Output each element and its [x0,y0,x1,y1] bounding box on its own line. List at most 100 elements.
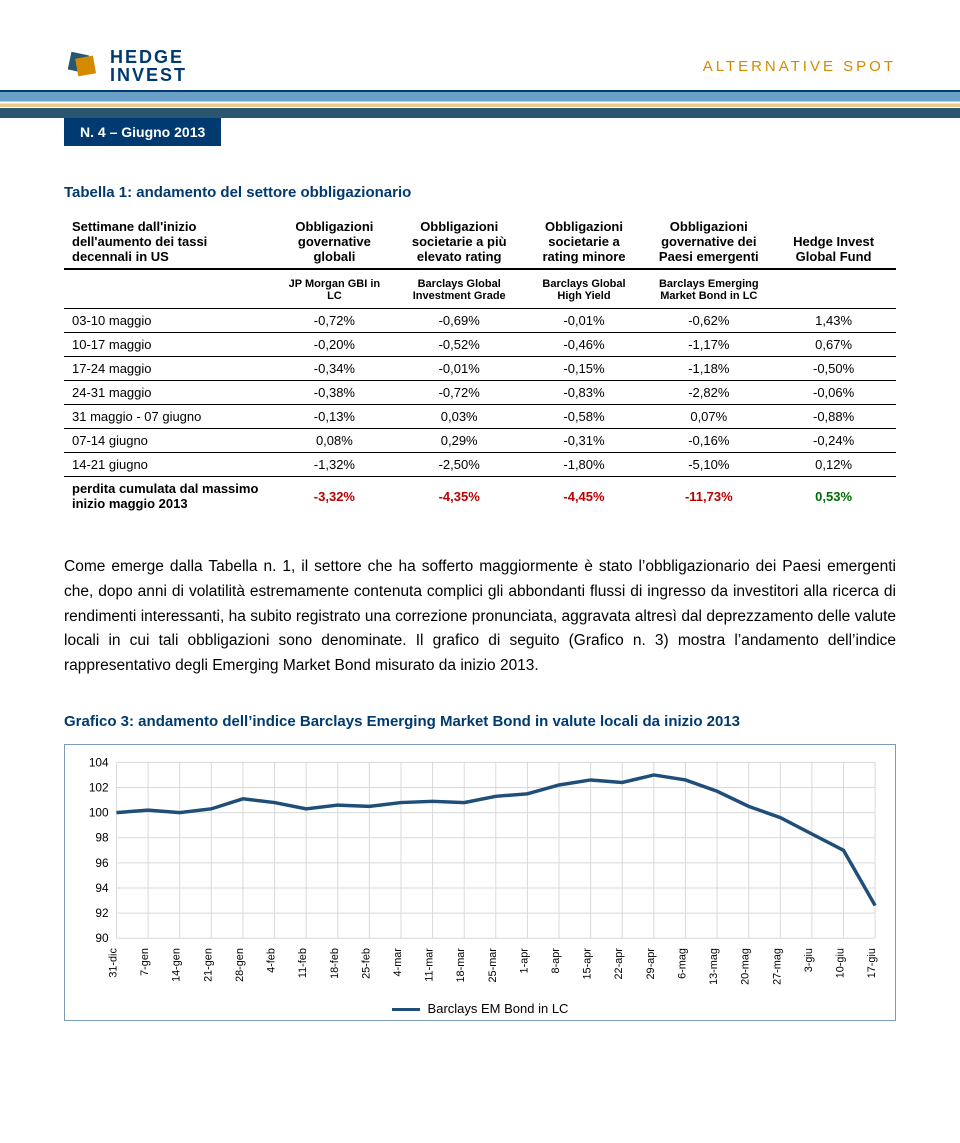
svg-text:98: 98 [95,831,109,845]
column-header: Obbligazioni societarie a rating minore [522,215,647,269]
svg-text:92: 92 [95,906,108,920]
cell: -0,01% [522,309,647,333]
column-header: Obbligazioni governative globali [272,215,397,269]
summary-cell: -11,73% [646,477,771,516]
row-label: 24-31 maggio [64,381,272,405]
table-row: 07-14 giugno0,08%0,29%-0,31%-0,16%-0,24% [64,429,896,453]
svg-text:27-mag: 27-mag [771,948,783,985]
cell: -0,50% [771,357,896,381]
svg-text:29-apr: 29-apr [645,948,657,980]
column-header: Obbligazioni societarie a più elevato ra… [397,215,522,269]
cell: -0,46% [522,333,647,357]
svg-text:11-feb: 11-feb [297,948,309,978]
line-chart: 909294969810010210431-dic7-gen14-gen21-g… [75,755,885,995]
column-subheader [771,269,896,309]
cell: -1,18% [646,357,771,381]
table-summary-row: perdita cumulata dal massimo inizio magg… [64,477,896,516]
document-header: HEDGE INVEST ALTERNATIVE SPOT [64,48,896,84]
cell: -0,16% [646,429,771,453]
logo-text-bottom: INVEST [110,66,187,84]
column-subheader: Barclays Global High Yield [522,269,647,309]
cell: 0,12% [771,453,896,477]
cell: -1,17% [646,333,771,357]
svg-text:20-mag: 20-mag [740,948,752,985]
svg-text:100: 100 [89,806,109,820]
svg-text:22-apr: 22-apr [613,948,625,980]
svg-text:96: 96 [95,856,109,870]
tagline: ALTERNATIVE SPOT [703,58,896,75]
cell: -5,10% [646,453,771,477]
row-label: 03-10 maggio [64,309,272,333]
svg-text:102: 102 [89,780,109,794]
logo-text-top: HEDGE [110,48,187,66]
table-row: 14-21 giugno-1,32%-2,50%-1,80%-5,10%0,12… [64,453,896,477]
logo-icon [64,48,100,84]
svg-text:4-mar: 4-mar [392,948,404,977]
cell: -0,88% [771,405,896,429]
logo: HEDGE INVEST [64,48,187,84]
cell: -2,50% [397,453,522,477]
svg-text:6-mag: 6-mag [676,948,688,979]
cell: 0,03% [397,405,522,429]
chart-title: Grafico 3: andamento dell’indice Barclay… [64,713,896,730]
svg-text:14-gen: 14-gen [171,948,183,982]
svg-text:1-apr: 1-apr [518,948,530,974]
cell: -0,24% [771,429,896,453]
cell: 0,08% [272,429,397,453]
cell: -0,34% [272,357,397,381]
cell: 1,43% [771,309,896,333]
cell: -0,72% [397,381,522,405]
cell: -0,83% [522,381,647,405]
svg-text:25-mar: 25-mar [487,948,499,983]
issue-label: N. 4 – Giugno 2013 [64,118,221,146]
table-row: 03-10 maggio-0,72%-0,69%-0,01%-0,62%1,43… [64,309,896,333]
svg-text:31-dic: 31-dic [107,948,119,978]
data-table: Settimane dall'inizio dell'aumento dei t… [64,215,896,515]
svg-text:104: 104 [89,755,109,769]
cell: -0,58% [522,405,647,429]
row-label: 07-14 giugno [64,429,272,453]
table-row: 17-24 maggio-0,34%-0,01%-0,15%-1,18%-0,5… [64,357,896,381]
svg-text:90: 90 [95,931,109,945]
row-label: 31 maggio - 07 giugno [64,405,272,429]
cell: -0,01% [397,357,522,381]
chart-container: 909294969810010210431-dic7-gen14-gen21-g… [64,744,896,1021]
svg-text:15-apr: 15-apr [582,948,594,980]
svg-text:18-mar: 18-mar [455,948,467,983]
cell: -2,82% [646,381,771,405]
svg-text:7-gen: 7-gen [139,948,151,976]
cell: -0,62% [646,309,771,333]
summary-cell: -4,45% [522,477,647,516]
svg-text:17-giu: 17-giu [866,948,878,978]
cell: -0,72% [272,309,397,333]
header-bands [0,90,960,118]
chart-legend: Barclays EM Bond in LC [75,995,885,1016]
svg-text:21-gen: 21-gen [202,948,214,982]
column-header: Settimane dall'inizio dell'aumento dei t… [64,215,272,269]
cell: 0,07% [646,405,771,429]
svg-text:25-feb: 25-feb [360,948,372,979]
cell: 0,29% [397,429,522,453]
svg-text:18-feb: 18-feb [329,948,341,979]
cell: -0,69% [397,309,522,333]
summary-cell: -4,35% [397,477,522,516]
cell: -1,80% [522,453,647,477]
svg-text:13-mag: 13-mag [708,948,720,985]
table-row: 24-31 maggio-0,38%-0,72%-0,83%-2,82%-0,0… [64,381,896,405]
svg-text:3-giu: 3-giu [803,948,815,972]
table-row: 10-17 maggio-0,20%-0,52%-0,46%-1,17%0,67… [64,333,896,357]
legend-swatch [392,1008,420,1011]
table-row: 31 maggio - 07 giugno-0,13%0,03%-0,58%0,… [64,405,896,429]
column-header: Obbligazioni governative dei Paesi emerg… [646,215,771,269]
body-paragraph: Come emerge dalla Tabella n. 1, il setto… [64,555,896,679]
cell: -0,15% [522,357,647,381]
column-subheader: JP Morgan GBI in LC [272,269,397,309]
row-label: 10-17 maggio [64,333,272,357]
row-label: 17-24 maggio [64,357,272,381]
column-subheader [64,269,272,309]
cell: -0,52% [397,333,522,357]
svg-text:28-gen: 28-gen [234,948,246,982]
row-label: 14-21 giugno [64,453,272,477]
cell: -0,31% [522,429,647,453]
cell: -1,32% [272,453,397,477]
